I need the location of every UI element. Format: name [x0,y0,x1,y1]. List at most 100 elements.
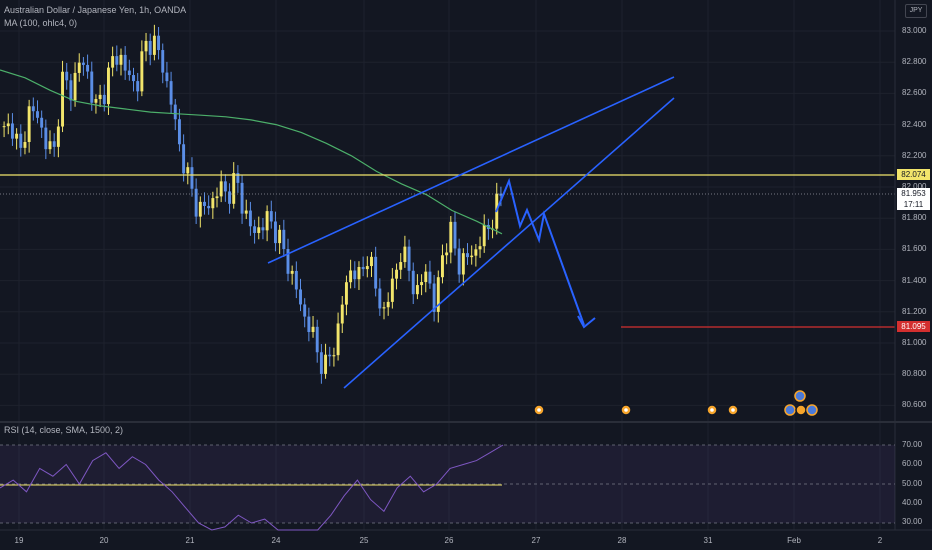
projection-arrow-head [577,315,596,329]
candle-body [328,354,332,357]
candle-body [19,133,23,148]
candle-body [311,326,315,333]
candle-body [177,119,181,145]
candle-body [127,70,131,76]
ma-legend[interactable]: MA (100, ohlc4, 0) [4,18,78,28]
candle-body [436,277,440,312]
candle-body [344,282,348,305]
candle-body [482,224,486,247]
candle-body [77,62,81,73]
candle-body [36,111,39,118]
candle-body [44,127,48,150]
rsi-axis-label: 50.00 [902,479,923,488]
candle-body [395,269,398,279]
candle-body [336,323,340,356]
time-axis-label: 31 [703,536,713,545]
candle-body [453,221,457,249]
price-axis-label: 81.000 [902,338,927,347]
wedge-lower-line [343,97,675,389]
candle-body [132,75,135,82]
currency-button[interactable]: JPY [905,4,927,18]
rsi-legend[interactable]: RSI (14, close, SMA, 1500, 2) [4,425,124,435]
rsi-line [0,444,504,531]
price-axis-label: 80.800 [902,369,927,379]
candle-body [223,181,227,192]
candle-body [203,201,206,206]
time-axis-label: 20 [99,536,109,545]
candle-body [441,255,444,278]
candle-body [353,270,357,280]
candle-body [65,71,69,81]
candle-body [278,229,282,244]
candle-body [257,227,261,233]
candle-body [173,104,177,120]
price-axis-label: 82.400 [902,119,927,129]
price-axis-label: 82.800 [902,57,927,67]
candle-body [244,210,248,214]
time-axis-label: 2 [877,536,883,545]
candle-body [215,196,219,199]
candle-body [219,181,223,197]
candle-body [73,72,77,101]
rsi-axis-label: 30.00 [902,517,923,526]
candle-body [365,266,369,270]
symbol-legend[interactable]: Australian Dollar / Japanese Yen, 1h, OA… [4,5,187,15]
candle-body [236,173,240,183]
candle-body [40,117,44,128]
time-axis-label: 25 [359,536,369,545]
price-axis-label: 81.200 [902,306,927,316]
candle-body [2,126,6,128]
candle-body [107,67,110,105]
candle-body [240,182,244,214]
candle-body [403,246,407,263]
candle-body [386,301,390,308]
candle-body [248,210,252,227]
candle-body [98,94,102,100]
candle-body [31,106,35,112]
resistance-price-tag: 82.074 [897,169,930,180]
candle-body [319,352,323,374]
candle-body [332,355,336,357]
candle-body [457,248,461,275]
candle-body [411,270,415,295]
event-icon [794,390,806,402]
candle-body [111,56,115,68]
grid-lines [0,0,895,530]
price-axis-label: 82.200 [902,150,927,160]
candle-body [461,253,465,275]
candle-body [282,229,286,250]
candle-body [90,71,94,103]
candle-body [182,144,186,174]
time-axis-label: 28 [617,536,627,545]
candle-body [211,198,215,209]
candle-body [23,142,27,148]
candle-body [69,80,73,101]
candle-body [303,304,307,317]
current-price-tag: 81.953 [897,188,930,199]
candle-body [161,50,165,73]
price-axis-label: 82.600 [902,88,927,98]
candle-body [261,227,265,231]
time-axis-label: Feb [787,536,801,545]
candle-body [27,106,31,143]
candles-layer [2,24,503,384]
candle-body [390,278,394,302]
time-axis-label: 21 [185,536,195,545]
candle-body [307,316,311,333]
rsi-axis-label: 60.00 [902,459,923,468]
candle-body [428,271,432,284]
candle-body [420,282,424,286]
candle-body [144,40,148,52]
candle-body [315,326,319,353]
candle-body [119,54,123,65]
candle-body [15,133,19,139]
candle-body [48,141,52,150]
candle-body [370,256,373,267]
wedge-upper-line [267,76,675,264]
candle-body [123,54,127,71]
candle-body [424,271,428,283]
candle-body [136,81,140,92]
projection-arrow-path [495,177,585,326]
rsi-axis-label: 40.00 [902,498,923,507]
